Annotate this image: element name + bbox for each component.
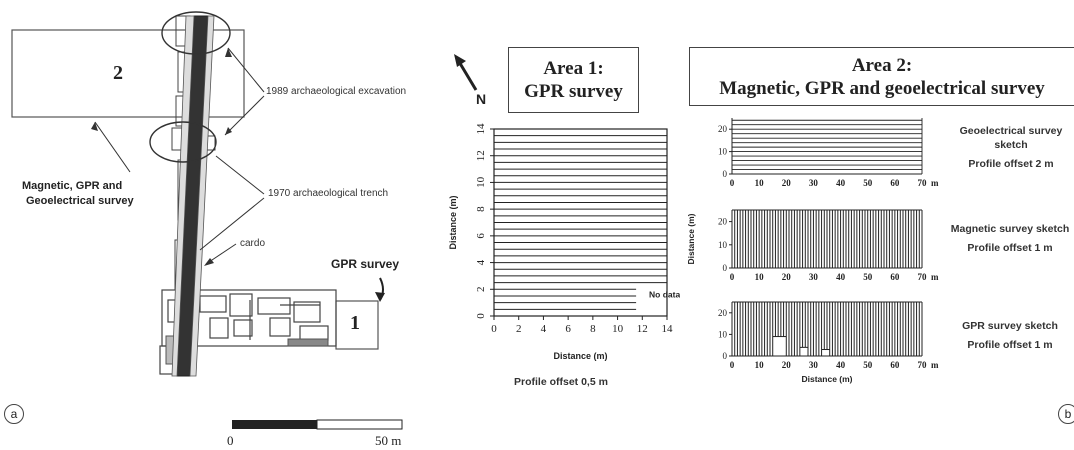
area1-gpr-chart: 0 2 4 6 8 10 12 14 0 2 4 6 8 10 12 14 No data Distance (m…	[448, 123, 680, 361]
y-tick-label: 0	[723, 169, 728, 179]
sketch1-caption: Geoelectrical survey sketch Profile offs…	[958, 124, 1064, 171]
sketch2-title: Magnetic survey sketch	[950, 223, 1070, 235]
x-tick-label: 14	[662, 323, 674, 335]
site-plan	[11, 11, 403, 430]
area1-title-box: Area 1: GPR survey	[508, 47, 639, 113]
scale-bar-filled	[232, 420, 317, 429]
sketch2-offset: Profile offset 1 m	[967, 242, 1053, 254]
sketch1-offset: Profile offset 2 m	[968, 158, 1054, 170]
label-magnetic-line1: Magnetic, GPR and	[22, 180, 123, 192]
area1-title-line2: GPR survey	[524, 81, 623, 102]
y-tick-label: 4	[475, 259, 487, 265]
x-tick-label: 6	[565, 323, 571, 335]
trench-1970-ellipse	[149, 121, 217, 163]
area1-ylabel: Distance (m)	[448, 195, 458, 249]
y-tick-label: 10	[718, 240, 728, 250]
sketch1-title-line2: sketch	[994, 139, 1028, 151]
sketch-ylabel: Distance (m)	[686, 213, 696, 264]
label-1970-trench: 1970 archaeological trench	[268, 188, 389, 199]
area2-boundary	[11, 29, 245, 118]
label-cardo: cardo	[240, 238, 266, 249]
x-unit-label: m	[931, 178, 939, 188]
geoelectrical-sketch-chart: 0 10 20 30 40 50 60 70 m 0 10 20	[718, 118, 939, 188]
magnetic-sketch-chart: 0 10 20 30 40 50 60 70 m 0 10 20 Distance (m)	[686, 209, 939, 282]
excavation-1989-ellipse	[161, 11, 231, 55]
scale-end: 50 m	[375, 433, 402, 448]
y-tick-label: 0	[723, 263, 728, 273]
x-tick-label: 30	[809, 178, 819, 188]
sketch3-offset: Profile offset 1 m	[967, 339, 1053, 351]
x-tick-label: 40	[836, 360, 846, 370]
x-tick-label: 0	[730, 272, 735, 282]
y-tick-label: 6	[475, 233, 487, 239]
x-tick-label: 30	[809, 360, 819, 370]
area1-offset: Profile offset 0,5 m	[514, 376, 608, 388]
x-tick-label: 20	[782, 272, 792, 282]
y-tick-label: 10	[718, 147, 728, 157]
sketch2-caption: Magnetic survey sketch Profile offset 1 …	[947, 222, 1073, 255]
area2-title-box: Area 2: Magnetic, GPR and geoelectrical …	[689, 47, 1074, 106]
gpr-sketch-chart: 0 10 20 30 40 50 60 70 m 0 10 20 Distance (m)	[718, 301, 939, 384]
north-arrow-icon	[454, 54, 478, 91]
scale-start: 0	[227, 433, 234, 448]
x-unit-label: m	[931, 360, 939, 370]
panel-letter-a: a	[4, 404, 24, 424]
x-tick-label: 30	[809, 272, 819, 282]
scale-bar-empty	[316, 419, 403, 430]
panel-letter-b: b	[1058, 404, 1074, 424]
x-tick-label: 60	[890, 272, 900, 282]
x-tick-label: 0	[730, 360, 735, 370]
label-gpr-survey: GPR survey	[331, 257, 400, 271]
x-tick-label: 10	[755, 272, 765, 282]
sketch1-title-line1: Geoelectrical survey	[959, 125, 1063, 137]
x-tick-label: 50	[863, 272, 873, 282]
y-tick-label: 10	[718, 329, 728, 339]
y-tick-label: 20	[718, 124, 728, 134]
x-tick-label: 10	[612, 323, 624, 335]
x-tick-label: 10	[755, 360, 765, 370]
x-tick-label: 12	[637, 323, 648, 335]
y-tick-label: 20	[718, 217, 728, 227]
area2-number: 2	[113, 62, 123, 84]
north-label: N	[476, 91, 487, 107]
x-tick-label: 70	[918, 178, 928, 188]
x-tick-label: 0	[491, 323, 497, 335]
y-tick-label: 0	[723, 351, 728, 361]
x-tick-label: 8	[590, 323, 596, 335]
x-tick-label: 50	[863, 178, 873, 188]
x-tick-label: 2	[516, 323, 522, 335]
y-tick-label: 0	[475, 313, 487, 319]
x-tick-label: 60	[890, 360, 900, 370]
label-1989-excavation: 1989 archaeological excavation	[266, 86, 407, 97]
x-tick-label: 0	[730, 178, 735, 188]
x-unit-label: m	[931, 272, 939, 282]
sketch3-title: GPR survey sketch	[962, 320, 1058, 332]
x-tick-label: 70	[918, 272, 928, 282]
x-tick-label: 50	[863, 360, 873, 370]
y-tick-label: 2	[475, 287, 487, 293]
x-tick-label: 20	[782, 360, 792, 370]
x-tick-label: 10	[755, 178, 765, 188]
y-tick-label: 10	[475, 176, 487, 188]
sketch-xlabel: Distance (m)	[801, 374, 852, 384]
area1-title-line1: Area 1:	[543, 58, 604, 79]
x-tick-label: 20	[782, 178, 792, 188]
x-tick-label: 70	[918, 360, 928, 370]
y-tick-label: 14	[475, 123, 487, 135]
x-tick-label: 60	[890, 178, 900, 188]
x-tick-label: 40	[836, 272, 846, 282]
x-tick-label: 40	[836, 178, 846, 188]
no-data-label: No data	[649, 289, 680, 299]
y-tick-label: 12	[475, 150, 487, 161]
area2-title-line1: Area 2:	[851, 54, 913, 76]
x-tick-label: 4	[541, 323, 547, 335]
area1-number: 1	[350, 312, 360, 334]
y-tick-label: 20	[718, 308, 728, 318]
area1-xlabel: Distance (m)	[553, 351, 607, 361]
sketch3-caption: GPR survey sketch Profile offset 1 m	[955, 319, 1065, 352]
y-tick-label: 8	[475, 206, 487, 212]
label-magnetic-line2: Geoelectrical survey	[26, 195, 134, 207]
area2-title-line2: Magnetic, GPR and geoelectrical survey	[719, 77, 1045, 99]
